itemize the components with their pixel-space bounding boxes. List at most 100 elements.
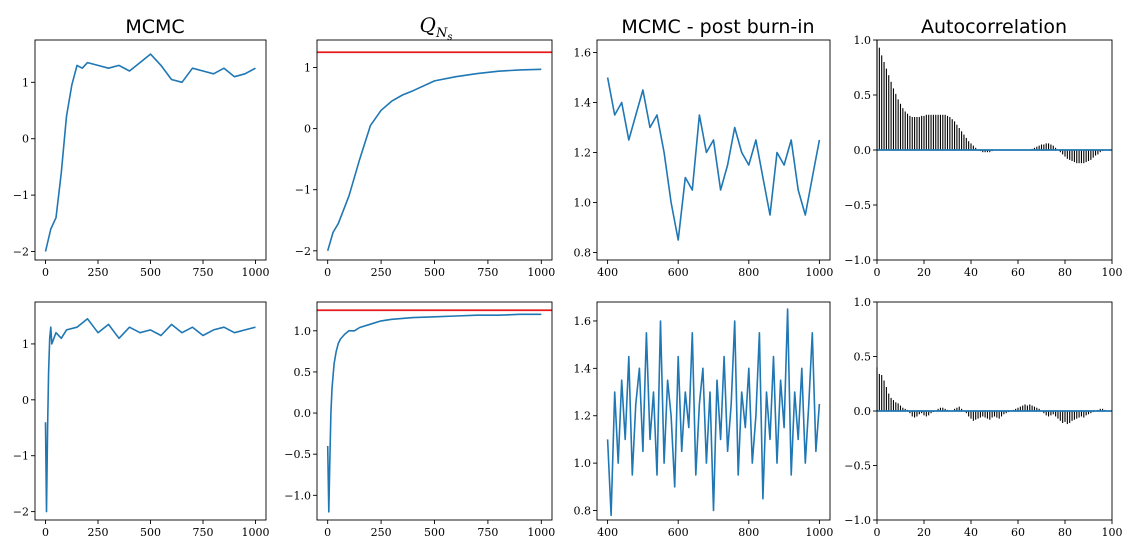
x-tick-label: 0 [874, 526, 881, 539]
x-tick-label: 80 [1058, 266, 1072, 279]
axes-frame [596, 301, 831, 521]
x-tick-label: 0 [324, 526, 331, 539]
y-tick-label: −1 [13, 189, 29, 202]
y-tick-label: −1.0 [284, 489, 311, 502]
series-line [44, 53, 256, 252]
y-tick-label: 0 [22, 133, 29, 146]
panel-post-burn-in-bottom: 400 600 800 1000 0.8 1.0 1.2 1.4 1.6 [574, 301, 833, 539]
x-tick-label: 20 [917, 266, 931, 279]
y-tick-label: 0.5 [854, 89, 872, 102]
x-tick-label: 40 [964, 266, 978, 279]
y-tick-label: 0.0 [854, 405, 872, 418]
series-line [326, 313, 542, 513]
x-tick-label: 0 [324, 266, 331, 279]
y-tick-label: 1.2 [574, 410, 592, 423]
y-tick-label: −1 [295, 184, 311, 197]
y-tick-label: 0 [304, 123, 311, 136]
panel-q-ns-bottom: 0 250 500 750 1000 −1.0 −0.5 0.0 0.5 1.0 [284, 301, 555, 539]
y-tick-label: −0.5 [844, 460, 871, 473]
x-tick-label: 500 [424, 526, 445, 539]
y-tick-label: −2 [13, 506, 29, 519]
x-tick-label: 750 [193, 526, 214, 539]
x-tick-label: 600 [668, 266, 689, 279]
panel-autocorrelation-bottom: 0 20 40 60 80 100 −1.0 −0.5 0.0 0.5 1.0 [844, 296, 1122, 539]
axes-frame [34, 301, 267, 521]
x-tick-label: 250 [88, 526, 109, 539]
y-tick-label: 1.0 [854, 34, 872, 47]
y-tick-label: 0.8 [574, 505, 592, 518]
x-tick-label: 1000 [527, 266, 555, 279]
title-autocorrelation: Autocorrelation [921, 16, 1067, 38]
x-tick-label: 1000 [805, 266, 833, 279]
y-tick-label: 1.0 [574, 197, 592, 210]
y-tick-label: 0.5 [294, 366, 312, 379]
x-tick-label: 0 [874, 266, 881, 279]
panel-autocorrelation-top: 0 20 40 60 80 100 −1.0 −0.5 0.0 0.5 1.0 [844, 34, 1122, 279]
y-tick-label: 1.0 [294, 325, 312, 338]
axes-frame [596, 39, 831, 261]
y-tick-label: 1.6 [574, 47, 592, 60]
y-tick-label: 1 [22, 76, 29, 89]
x-tick-label: 750 [477, 266, 498, 279]
y-tick-label: 1.6 [574, 315, 592, 328]
x-tick-label: 60 [1011, 266, 1025, 279]
y-tick-label: 0 [22, 394, 29, 407]
x-tick-label: 400 [597, 526, 618, 539]
axes-frame [316, 301, 553, 521]
y-tick-label: −1 [13, 450, 29, 463]
x-tick-label: 800 [738, 266, 759, 279]
y-tick-label: −2 [295, 245, 311, 258]
axes-frame [316, 39, 553, 261]
y-tick-label: 1 [304, 62, 311, 75]
series-line [606, 308, 821, 517]
x-tick-label: 1000 [805, 526, 833, 539]
x-tick-label: 250 [371, 526, 392, 539]
y-tick-label: 1.2 [574, 147, 592, 160]
x-tick-label: 100 [1102, 526, 1123, 539]
title-mcmc-post-burn-in: MCMC - post burn-in [621, 16, 814, 38]
x-tick-label: 40 [964, 526, 978, 539]
x-tick-label: 750 [477, 526, 498, 539]
x-tick-label: 500 [140, 266, 161, 279]
x-tick-label: 400 [597, 266, 618, 279]
y-tick-label: −1.0 [844, 514, 871, 527]
panel-mcmc-bottom: 0 250 500 750 1000 −2 −1 0 1 [13, 301, 270, 539]
x-tick-label: 80 [1058, 526, 1072, 539]
y-tick-label: −0.5 [284, 448, 311, 461]
y-tick-label: −0.5 [844, 199, 871, 212]
y-tick-label: 1.4 [574, 362, 592, 375]
x-tick-label: 750 [193, 266, 214, 279]
x-tick-label: 0 [42, 526, 49, 539]
y-tick-label: 1 [22, 338, 29, 351]
x-tick-label: 1000 [242, 266, 270, 279]
panel-q-ns-top: 0 250 500 750 1000 −2 −1 0 1 [295, 39, 555, 279]
y-tick-label: 0.8 [574, 247, 592, 260]
x-tick-label: 800 [738, 526, 759, 539]
y-tick-label: 1.4 [574, 97, 592, 110]
x-tick-label: 20 [917, 526, 931, 539]
x-tick-label: 600 [668, 526, 689, 539]
x-tick-label: 250 [88, 266, 109, 279]
panel-post-burn-in-top: 400 600 800 1000 0.8 1.0 1.2 1.4 1.6 [574, 39, 833, 279]
y-tick-label: −1.0 [844, 254, 871, 267]
x-tick-label: 250 [371, 266, 392, 279]
series-line [44, 317, 256, 513]
axes-frame [34, 39, 267, 261]
y-tick-label: 1.0 [574, 457, 592, 470]
x-tick-label: 500 [424, 266, 445, 279]
x-tick-label: 60 [1011, 526, 1025, 539]
series-line [326, 68, 542, 252]
y-tick-label: 1.0 [854, 296, 872, 309]
x-tick-label: 0 [42, 266, 49, 279]
x-tick-label: 1000 [527, 526, 555, 539]
y-tick-label: 0.0 [294, 407, 312, 420]
series-line [606, 77, 821, 241]
title-q-ns: QNs [420, 13, 453, 43]
panel-mcmc-top: 0 250 500 750 1000 −2 −1 0 1 [13, 39, 270, 279]
x-tick-label: 100 [1102, 266, 1123, 279]
y-tick-label: 0.0 [854, 144, 872, 157]
y-tick-label: −2 [13, 246, 29, 259]
x-tick-label: 1000 [242, 526, 270, 539]
x-tick-label: 500 [140, 526, 161, 539]
